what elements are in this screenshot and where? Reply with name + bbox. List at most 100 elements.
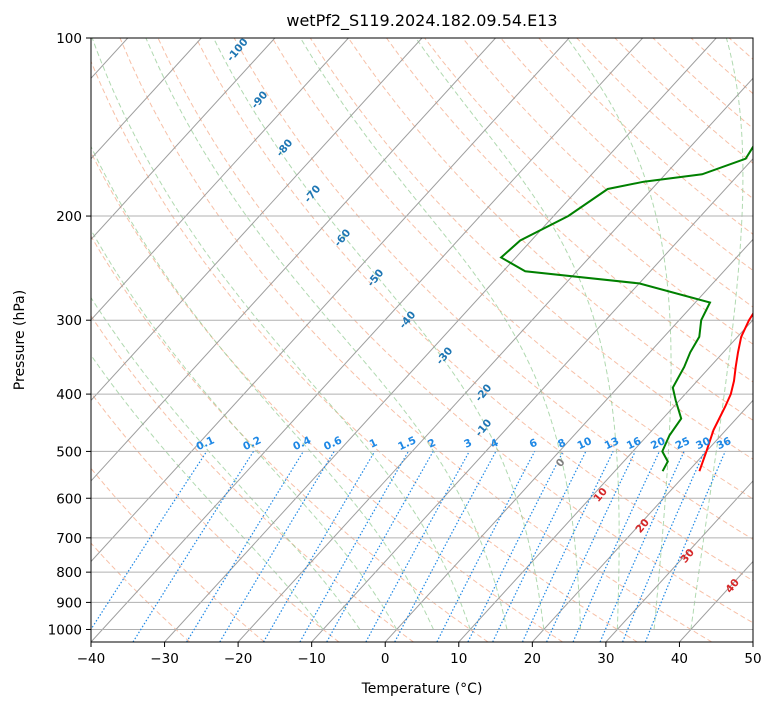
mixing-ratio-label: 3 — [462, 437, 474, 451]
dry-adiabat-label: -20 — [473, 382, 494, 404]
y-tick-label: 400 — [56, 387, 82, 403]
isotherm-line — [91, 38, 496, 482]
moist-adiabat — [91, 38, 471, 630]
mixing-ratio-label: 0.2 — [241, 434, 263, 453]
y-tick-label: 100 — [56, 31, 82, 47]
dry-adiabat — [233, 38, 753, 540]
dry-adiabat — [271, 38, 753, 500]
x-tick-label: 20 — [524, 651, 541, 667]
dry-adiabat — [91, 151, 563, 642]
axes: −40 −30 −20 −10 0 10 20 30 40 5010009008007006005… — [48, 31, 762, 667]
dry-adiabat — [91, 467, 265, 642]
mixing-ratio-line — [546, 451, 636, 642]
moist-adiabat — [91, 145, 434, 630]
dry-adiabat-label: -50 — [365, 267, 386, 289]
mixing-ratio-line — [521, 451, 614, 642]
y-tick-label: 300 — [56, 313, 82, 329]
moist-adiabat — [300, 38, 582, 630]
mixing-ratio-label: 36 — [715, 435, 733, 452]
x-tick-label: 30 — [597, 651, 614, 667]
dry-adiabat — [91, 315, 414, 642]
isotherm-line — [531, 399, 753, 642]
x-tick-label: −40 — [77, 651, 106, 667]
mixing-ratio-line — [365, 451, 470, 642]
y-axis-label: Pressure (hPa) — [12, 290, 28, 390]
y-tick-label: 600 — [56, 491, 82, 507]
mixing-ratio-label: 0.6 — [322, 434, 344, 453]
isotherm-line — [164, 38, 717, 642]
isotherm-line — [752, 641, 753, 642]
moist-adiabat — [91, 228, 398, 630]
moist-adiabat — [415, 38, 620, 630]
mixing-ratio-line — [262, 451, 376, 642]
isotherm-line — [91, 38, 202, 160]
mixing-ratio-line — [436, 451, 536, 642]
dry-adiabat-label: -80 — [274, 137, 295, 159]
mixing-ratio-line — [326, 451, 434, 642]
dewpoint-profile-line — [499, 145, 753, 472]
mixing-ratio-line — [599, 451, 685, 642]
mixing-ratio-line — [299, 451, 409, 642]
moist-adiabat — [91, 354, 324, 630]
y-tick-label: 900 — [56, 595, 82, 611]
x-axis-label: Temperature (°C) — [361, 681, 483, 697]
mixing-ratio-line — [644, 451, 726, 642]
dry-adiabat — [91, 392, 340, 642]
dry-adiabat — [157, 38, 753, 624]
moist-adiabat — [690, 38, 744, 630]
dry-adiabat — [309, 38, 753, 460]
dry-adiabat — [91, 60, 638, 642]
dry-adiabat-label: -60 — [332, 227, 353, 249]
dry-adiabat — [576, 38, 753, 200]
mixing-ratio-line — [492, 451, 587, 642]
mixing-ratio-label: 4 — [489, 437, 501, 451]
mixing-ratio-line — [132, 451, 255, 642]
mixing-ratio-label: 16 — [625, 435, 643, 452]
mixing-ratio-label: 8 — [556, 437, 568, 451]
mixing-ratio-label: 6 — [528, 437, 540, 451]
mixing-ratio-line — [186, 451, 304, 642]
dry-adiabat — [91, 542, 191, 642]
y-tick-label: 500 — [56, 444, 82, 460]
mixing-ratio-label: 20 — [649, 435, 667, 452]
x-tick-label: 50 — [744, 651, 761, 667]
mixing-ratio-line — [91, 451, 208, 631]
dry-adiabat-label: 10 — [591, 486, 610, 505]
mixing-ratio-label: 1 — [368, 437, 380, 451]
moist-adiabat — [145, 38, 508, 630]
mixing-ratio-line — [622, 451, 706, 642]
x-tick-label: −20 — [224, 651, 253, 667]
moist-adiabat — [213, 38, 545, 630]
x-tick-label: 0 — [381, 651, 390, 667]
mixing-ratio-line — [394, 451, 497, 642]
isotherm-line — [91, 38, 349, 321]
y-tick-label: 800 — [56, 565, 82, 581]
mixing-ratio-label: 1.5 — [396, 434, 418, 453]
plot-frame — [90, 37, 754, 643]
y-tick-label: 700 — [56, 531, 82, 547]
mixing-ratio-label: 25 — [674, 435, 692, 452]
dry-adiabat — [728, 38, 753, 60]
mixing-ratio-label: 2 — [426, 437, 438, 451]
dry-adiabat — [386, 38, 753, 383]
dry-adiabat-label: 20 — [633, 517, 652, 536]
isotherm-line — [91, 38, 644, 642]
temperature-profile-line — [698, 311, 753, 472]
mixing-ratio-label: 0.1 — [194, 434, 216, 453]
mixing-ratio-line — [572, 451, 660, 642]
dry-adiabat — [195, 38, 753, 582]
x-tick-label: 10 — [450, 651, 467, 667]
isotherm-line — [384, 238, 753, 642]
y-tick-label: 1000 — [48, 622, 82, 638]
moist-adiabat — [566, 38, 672, 630]
isotherm-line — [458, 319, 753, 642]
dry-adiabat-label: 30 — [678, 547, 697, 566]
mixing-ratio-line — [219, 451, 335, 642]
dry-adiabat — [424, 38, 753, 345]
isotherm-line — [605, 480, 753, 642]
mixing-ratio-label: 13 — [603, 435, 621, 452]
dry-adiabat — [462, 38, 753, 308]
isotherm-line — [91, 38, 423, 402]
x-tick-label: −30 — [150, 651, 179, 667]
